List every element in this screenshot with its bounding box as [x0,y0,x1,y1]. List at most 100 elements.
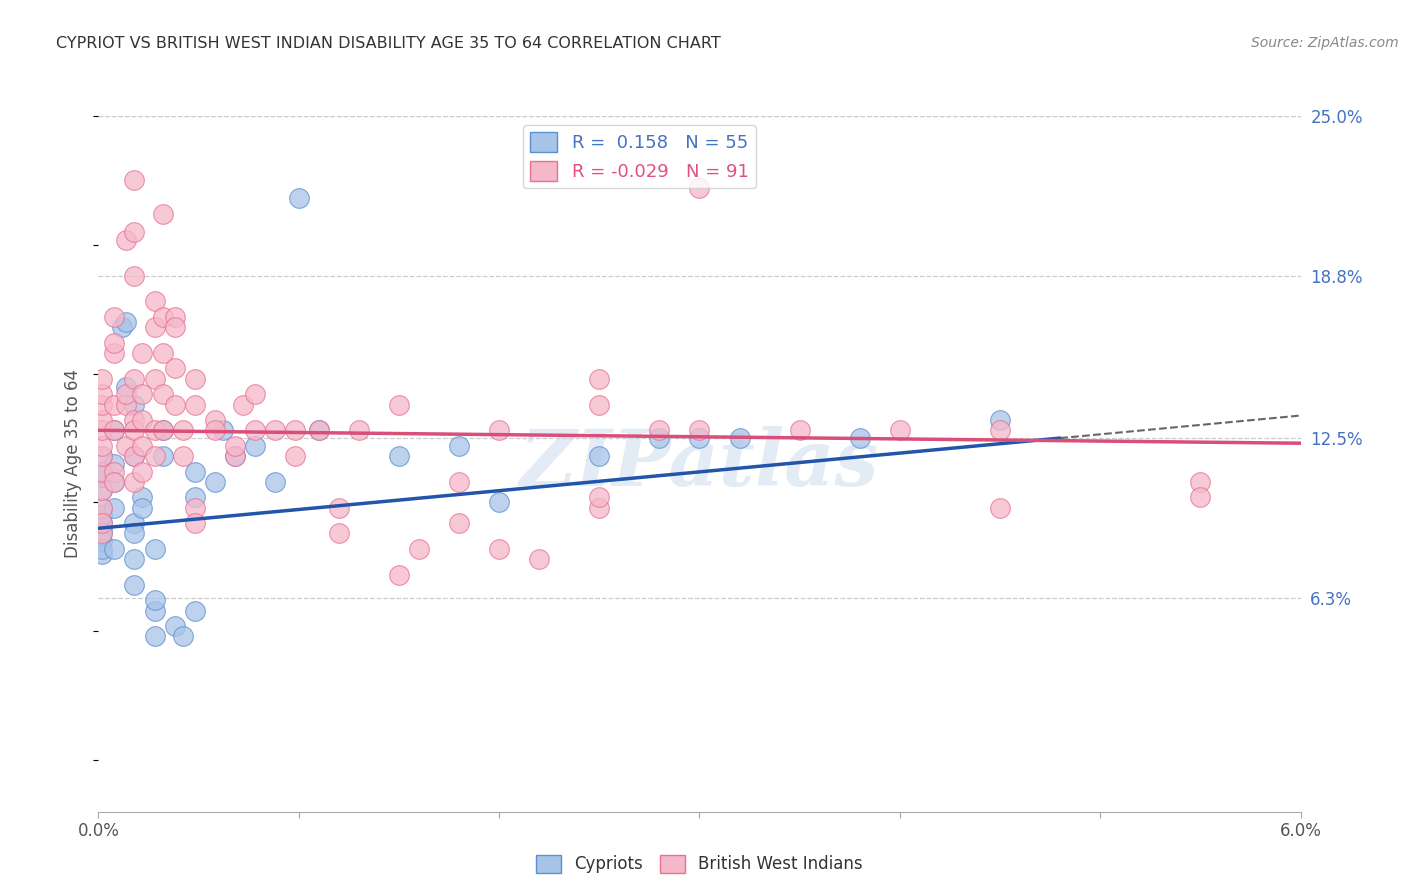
Point [204,475,226,489]
Point [124,475,146,489]
Point [103,310,125,324]
Point [143,372,166,386]
Point [143,294,166,309]
Point [115,315,138,329]
Point [183,604,205,618]
Point [388,449,411,463]
Point [789,423,811,437]
Point [988,500,1011,515]
Point [91,449,114,463]
Point [91,534,114,549]
Point [124,449,146,463]
Point [131,491,153,505]
Point [91,483,114,497]
Point [408,541,430,556]
Point [1189,491,1212,505]
Point [124,413,146,427]
Point [308,423,330,437]
Point [124,268,146,283]
Point [1189,475,1212,489]
Point [131,465,153,479]
Point [91,541,114,556]
Point [124,372,146,386]
Point [388,398,411,412]
Point [152,310,174,324]
Point [163,310,186,324]
Point [183,516,205,530]
Point [588,491,610,505]
Point [91,483,114,497]
Point [91,372,114,386]
Y-axis label: Disability Age 35 to 64: Disability Age 35 to 64 [65,369,83,558]
Point [131,387,153,401]
Point [488,495,510,509]
Point [204,413,226,427]
Point [115,387,138,401]
Point [588,500,610,515]
Point [152,449,174,463]
Point [103,423,125,437]
Point [163,398,186,412]
Point [152,207,174,221]
Point [588,372,610,386]
Text: CYPRIOT VS BRITISH WEST INDIAN DISABILITY AGE 35 TO 64 CORRELATION CHART: CYPRIOT VS BRITISH WEST INDIAN DISABILIT… [56,36,721,51]
Point [488,541,510,556]
Point [224,449,246,463]
Point [243,387,266,401]
Point [728,431,751,445]
Point [103,346,125,360]
Point [648,423,671,437]
Point [91,526,114,541]
Point [284,449,307,463]
Point [131,439,153,453]
Point [91,387,114,401]
Point [124,552,146,566]
Point [889,423,911,437]
Point [328,526,350,541]
Point [91,508,114,523]
Point [183,500,205,515]
Point [143,423,166,437]
Point [103,465,125,479]
Point [91,465,114,479]
Point [447,475,470,489]
Point [183,465,205,479]
Point [131,413,153,427]
Point [115,398,138,412]
Point [447,516,470,530]
Point [91,526,114,541]
Point [284,423,307,437]
Point [124,578,146,592]
Point [211,423,233,437]
Point [988,413,1011,427]
Point [172,449,194,463]
Point [152,387,174,401]
Point [388,567,411,582]
Point [172,630,194,644]
Point [588,449,610,463]
Point [91,413,114,427]
Point [124,526,146,541]
Point [115,233,138,247]
Point [183,491,205,505]
Point [224,449,246,463]
Point [263,423,285,437]
Point [488,423,510,437]
Point [103,541,125,556]
Point [988,423,1011,437]
Point [688,431,710,445]
Point [263,475,285,489]
Point [152,346,174,360]
Point [124,398,146,412]
Point [103,475,125,489]
Text: ZIPatlas: ZIPatlas [520,425,879,502]
Point [588,398,610,412]
Point [143,604,166,618]
Point [91,516,114,530]
Point [163,619,186,633]
Point [103,475,125,489]
Point [688,181,710,195]
Point [308,423,330,437]
Point [91,500,114,515]
Point [115,439,138,453]
